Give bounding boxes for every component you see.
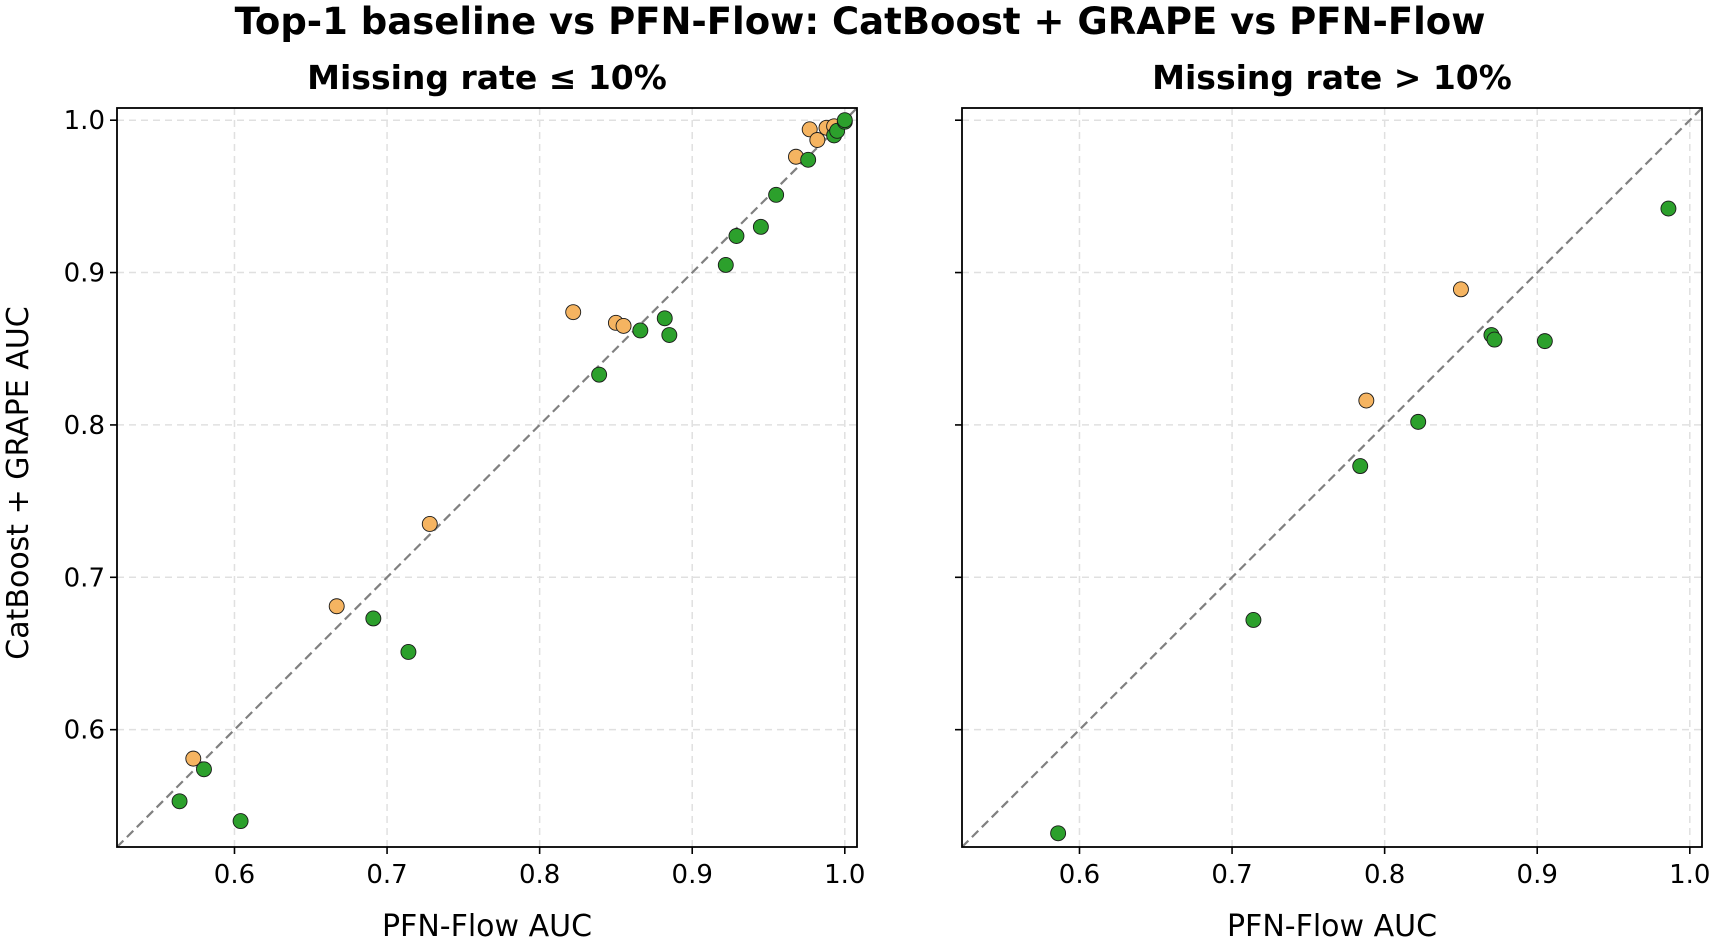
data-point-orange xyxy=(565,304,582,321)
x-tick-label: 0.8 xyxy=(1364,860,1405,890)
data-point-orange xyxy=(1358,392,1375,409)
data-point-green xyxy=(365,610,382,627)
data-point-orange xyxy=(1452,281,1469,298)
figure-title: Top-1 baseline vs PFN-Flow: CatBoost + G… xyxy=(235,0,1486,43)
panel-title: Missing rate ≤ 10% xyxy=(307,58,667,97)
data-point-green xyxy=(1352,458,1369,475)
data-point-green xyxy=(232,813,249,830)
x-tick-label: 0.9 xyxy=(672,860,713,890)
diagonal-reference-line xyxy=(961,107,1703,848)
data-point-green xyxy=(768,186,785,203)
x-tick-label: 0.9 xyxy=(1517,860,1558,890)
y-tick-label: 0.8 xyxy=(64,411,105,441)
x-tick-label: 0.7 xyxy=(366,860,407,890)
scatter-panel: Missing rate > 10% 0.6 0.7 0.8 0.9 1.0 PFN-Flo… xyxy=(955,58,1710,944)
y-tick-label: 0.9 xyxy=(64,259,105,289)
data-point-orange xyxy=(615,317,632,334)
data-point-orange xyxy=(328,598,345,615)
data-point-green xyxy=(1050,825,1067,842)
data-point-green xyxy=(800,151,817,168)
x-tick-label: 0.6 xyxy=(214,860,255,890)
data-point-green xyxy=(836,112,853,129)
data-point-green xyxy=(1245,612,1262,628)
data-point-orange xyxy=(185,750,202,767)
data-point-green xyxy=(196,761,212,778)
data-point-green xyxy=(717,256,734,273)
axes-frame xyxy=(116,107,858,848)
x-axis-label: PFN-Flow AUC xyxy=(382,909,592,944)
data-point-green xyxy=(661,327,678,343)
x-axis-label: PFN-Flow AUC xyxy=(1227,909,1437,944)
scatter-panel: Missing rate ≤ 10% 0.6 0.7 0.8 0.9 1.0 0.6 0.7 0… xyxy=(64,58,866,944)
panel-title: Missing rate > 10% xyxy=(1152,58,1512,97)
y-axis-label: CatBoost + GRAPE AUC xyxy=(1,306,36,659)
x-tick-label: 1.0 xyxy=(824,860,865,890)
diagonal-reference-line xyxy=(116,107,858,848)
data-point-green xyxy=(728,228,745,244)
y-tick-label: 0.7 xyxy=(64,563,105,593)
x-tick-label: 0.6 xyxy=(1059,860,1100,890)
data-point-green xyxy=(1410,413,1427,430)
x-tick-label: 0.7 xyxy=(1211,860,1252,890)
axes-frame xyxy=(961,107,1703,848)
data-point-green xyxy=(1486,331,1503,348)
data-point-green xyxy=(591,366,608,383)
x-tick-label: 0.8 xyxy=(519,860,560,890)
data-point-green xyxy=(1536,333,1553,350)
y-tick-label: 0.6 xyxy=(64,716,105,746)
y-tick-label: 1.0 xyxy=(64,106,105,136)
data-point-green xyxy=(400,644,417,660)
panels: Missing rate ≤ 10% 0.6 0.7 0.8 0.9 1.0 0.6 0.7 0… xyxy=(64,58,1710,944)
data-point-green xyxy=(752,218,769,235)
data-point-green xyxy=(1660,200,1677,217)
data-point-green xyxy=(632,322,649,339)
data-point-green xyxy=(171,793,188,810)
data-point-orange xyxy=(809,132,826,148)
data-point-orange xyxy=(421,516,438,532)
data-point-green xyxy=(656,310,673,327)
x-tick-label: 1.0 xyxy=(1669,860,1710,890)
